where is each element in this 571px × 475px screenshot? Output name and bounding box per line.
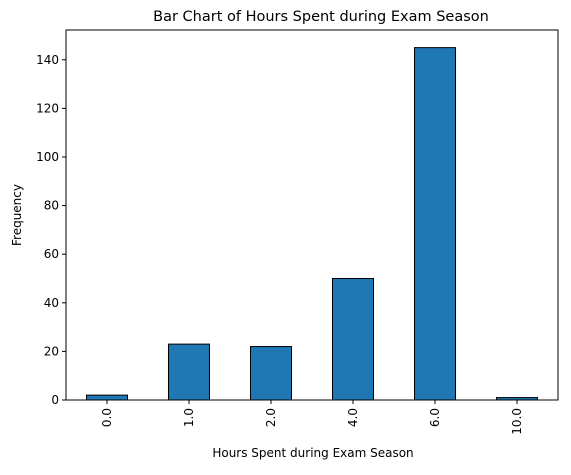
y-tick-label-140: 140: [36, 53, 59, 67]
y-tick-label-80: 80: [44, 199, 59, 213]
y-tick-label-40: 40: [44, 296, 59, 310]
x-tick-label-1.0: 1.0: [182, 408, 196, 427]
x-axis-label: Hours Spent during Exam Season: [212, 446, 413, 460]
plot-frame: [65, 29, 559, 401]
x-tick-label-2.0: 2.0: [264, 408, 278, 427]
bar-0.0: [86, 394, 128, 401]
y-tick-label-100: 100: [36, 150, 59, 164]
bar-4.0: [332, 277, 374, 401]
x-tick-label-10.0: 10.0: [510, 408, 524, 435]
x-tick-label-6.0: 6.0: [428, 408, 442, 427]
y-tick-label-20: 20: [44, 344, 59, 358]
chart-title: Bar Chart of Hours Spent during Exam Sea…: [153, 9, 489, 25]
y-axis-label: Frequency: [10, 184, 24, 246]
bar-2.0: [250, 346, 292, 401]
bar-1.0: [168, 343, 210, 401]
y-tick-label-0: 0: [51, 393, 59, 407]
bar-6.0: [414, 47, 456, 401]
bars-layer: [86, 47, 538, 401]
x-tick-label-4.0: 4.0: [346, 408, 360, 427]
y-tick-label-120: 120: [36, 101, 59, 115]
y-axis-ticks: 0 20 40 60 80 100 120 140: [36, 53, 66, 407]
x-axis-ticks: 0.0 1.0 2.0 4.0 6.0 10.0: [100, 400, 524, 435]
y-tick-label-60: 60: [44, 247, 59, 261]
x-tick-label-0.0: 0.0: [100, 408, 114, 427]
